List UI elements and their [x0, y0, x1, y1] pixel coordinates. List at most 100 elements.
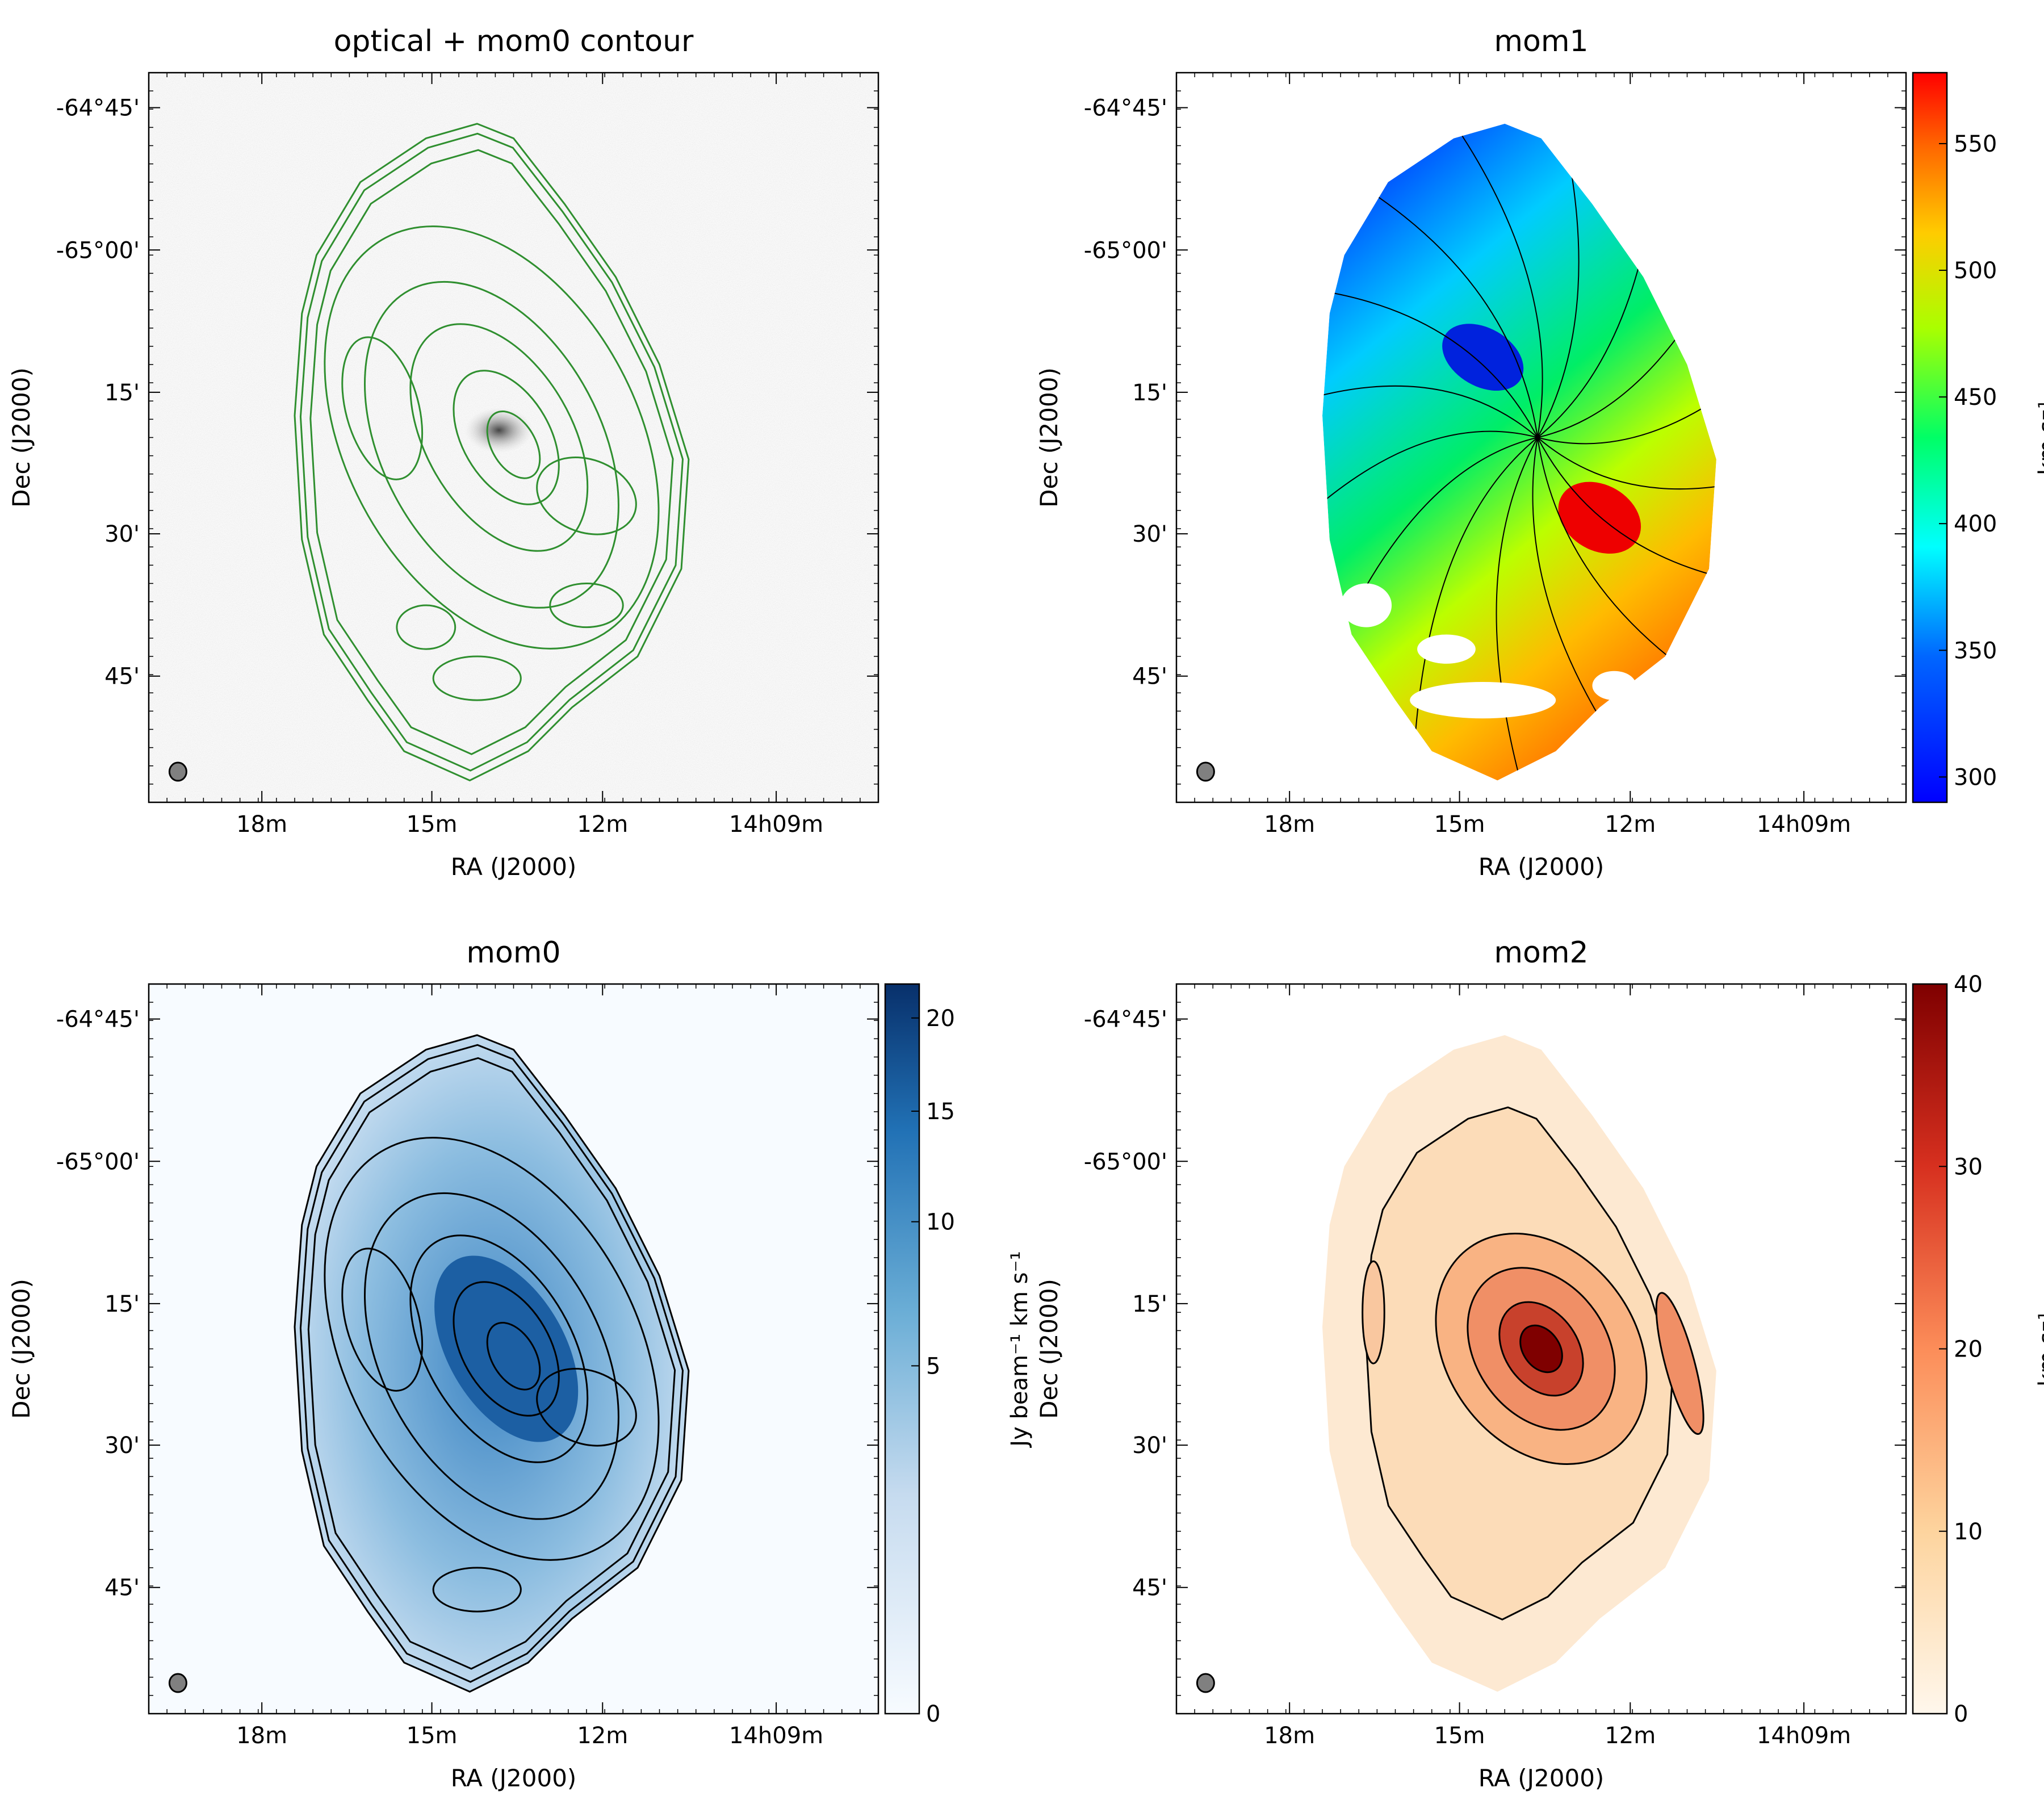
velocity-maximum — [1558, 482, 1641, 554]
velocity-minimum — [1442, 324, 1524, 391]
colorbar-tick-label: 20 — [1954, 1337, 1983, 1363]
colorbar-tick-label: 550 — [1954, 131, 1997, 157]
contour-line — [364, 1192, 619, 1520]
y-tick-label: 45' — [1132, 664, 1167, 690]
blank-region — [1417, 634, 1476, 664]
colorbar: 0 10 20 30 40 km s⁻¹ — [1912, 972, 2044, 1727]
contour-line — [324, 225, 660, 650]
colorbar-tick-label: 40 — [1954, 972, 1983, 998]
y-tick-label: -65°00' — [1084, 1149, 1167, 1175]
contour-line — [299, 1044, 684, 1683]
x-tick-label: 18m — [1264, 811, 1315, 838]
contour-line — [309, 149, 674, 755]
x-tick-label: 18m — [1264, 1723, 1315, 1749]
panel-title: mom0 — [466, 936, 560, 970]
x-axis-label: RA (J2000) — [451, 1764, 577, 1792]
y-tick-label: -65°00' — [56, 1149, 140, 1175]
x-axis-label: RA (J2000) — [1478, 1764, 1605, 1792]
contour-line — [1519, 1324, 1563, 1374]
y-tick-label: 45' — [1132, 1575, 1167, 1601]
x-tick-label: 18m — [236, 811, 287, 838]
y-tick-label: 30' — [104, 521, 140, 547]
galaxy-core — [464, 407, 533, 453]
contour-line — [324, 1137, 660, 1561]
map-image — [1176, 984, 1906, 1714]
y-tick-label: -64°45' — [1084, 1007, 1167, 1033]
blank-region — [1341, 583, 1392, 627]
x-tick-label: 15m — [1434, 1723, 1485, 1749]
colorbar-tick-label: 15 — [926, 1099, 955, 1125]
y-tick-label: 30' — [104, 1433, 140, 1459]
contour-line — [536, 457, 637, 535]
x-tick-label: 15m — [407, 811, 458, 838]
x-tick-label: 14h09m — [1757, 1723, 1851, 1749]
colorbar-tick-label: 0 — [1954, 1701, 1968, 1727]
colorbar-tick-label: 300 — [1954, 764, 1997, 790]
contour-line — [396, 604, 456, 650]
colorbar-label: km s⁻¹ — [2034, 400, 2044, 475]
colorbar-tick-label: 10 — [926, 1209, 955, 1236]
colorbar: 0 5 10 15 20 Jy beam⁻¹ km s⁻¹ — [884, 983, 1033, 1727]
x-tick-label: 14h09m — [1757, 811, 1851, 838]
colorbar-tick-label: 30 — [1954, 1154, 1983, 1180]
panel-mom2: mom2 18m 15m 12m 14h09m -64°45' -65°00' 15' 30' 4… — [1035, 936, 2044, 1792]
colorbar-tick-label: 0 — [926, 1701, 940, 1727]
contour-line — [409, 1234, 589, 1463]
y-tick-label: 30' — [1132, 521, 1167, 547]
blank-region — [1592, 671, 1636, 701]
y-tick-label: -65°00' — [1084, 237, 1167, 263]
x-tick-label: 15m — [1434, 811, 1485, 838]
contour-line — [432, 1567, 522, 1613]
beam-ellipse — [168, 1673, 187, 1693]
blank-region — [1410, 681, 1556, 719]
map-image — [149, 984, 878, 1714]
colorbar: 300 350 400 450 500 550 km s⁻¹ — [1912, 72, 2044, 803]
contour-line — [341, 1247, 424, 1392]
colorbar-gradient — [1912, 72, 1948, 803]
colorbar-gradient — [1912, 983, 1948, 1715]
panel-title: optical + mom0 contour — [334, 24, 694, 58]
map-image — [1176, 73, 1906, 802]
contour-line — [1496, 437, 1538, 802]
colorbar-label: Jy beam⁻¹ km s⁻¹ — [1007, 1251, 1033, 1448]
x-tick-label: 14h09m — [729, 811, 823, 838]
x-tick-label: 12m — [577, 811, 628, 838]
colorbar-tick-label: 500 — [1954, 258, 1997, 284]
y-axis-label: Dec (J2000) — [1035, 1279, 1063, 1419]
colorbar-tick-label: 5 — [926, 1353, 940, 1379]
x-tick-label: 12m — [1605, 1723, 1656, 1749]
contour-line — [453, 370, 560, 505]
contour-line — [307, 1057, 676, 1670]
panel-mom1: mom1 18m 15m 12m 14h09m -64°45' -65°00' 15' 30' 4… — [1035, 24, 2044, 881]
column-density-peak — [434, 1255, 579, 1442]
y-tick-label: -64°45' — [56, 1007, 140, 1033]
colorbar-gradient — [884, 983, 920, 1715]
colorbar-tick-label: 450 — [1954, 384, 1997, 411]
panel-optical-mom0-contour: optical + mom0 contour 18m 15m 12m 14h09m -64… — [7, 24, 879, 881]
blank-region — [1176, 73, 1906, 802]
contour-line — [341, 336, 424, 480]
panel-title: mom2 — [1494, 936, 1588, 970]
beam-ellipse — [1196, 1673, 1215, 1693]
contour-line — [486, 410, 541, 479]
colorbar-tick-label: 400 — [1954, 511, 1997, 537]
colorbar-tick-label: 350 — [1954, 638, 1997, 664]
y-tick-label: 15' — [104, 380, 140, 406]
y-axis-label: Dec (J2000) — [7, 367, 35, 508]
x-tick-label: 12m — [1605, 811, 1656, 838]
contour-line — [294, 123, 690, 782]
y-tick-label: 15' — [104, 1291, 140, 1317]
contour-line — [1655, 1292, 1704, 1435]
x-tick-label: 14h09m — [729, 1723, 823, 1749]
panel-title: mom1 — [1494, 24, 1588, 58]
y-tick-label: -64°45' — [1084, 95, 1167, 122]
contour-line — [364, 280, 619, 609]
y-axis-label: Dec (J2000) — [7, 1279, 35, 1419]
y-tick-label: -64°45' — [56, 95, 140, 122]
colorbar-label: km s⁻¹ — [2034, 1311, 2044, 1387]
contour-line — [486, 1321, 541, 1391]
contour-line — [409, 323, 589, 552]
y-tick-label: 15' — [1132, 380, 1167, 406]
beam-ellipse — [1196, 761, 1215, 782]
